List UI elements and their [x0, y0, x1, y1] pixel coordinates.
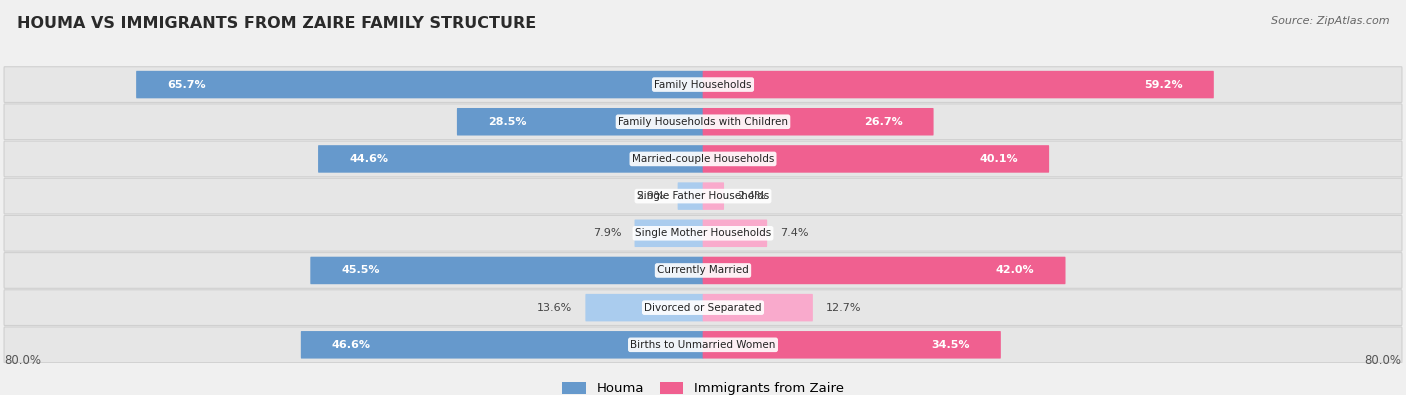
FancyBboxPatch shape: [4, 141, 1402, 177]
Text: 34.5%: 34.5%: [931, 340, 970, 350]
Text: 80.0%: 80.0%: [1365, 354, 1402, 367]
Text: 59.2%: 59.2%: [1144, 79, 1182, 90]
FancyBboxPatch shape: [457, 108, 703, 135]
FancyBboxPatch shape: [4, 67, 1402, 102]
Text: 28.5%: 28.5%: [488, 117, 526, 127]
FancyBboxPatch shape: [4, 178, 1402, 214]
FancyBboxPatch shape: [4, 290, 1402, 325]
FancyBboxPatch shape: [703, 108, 934, 135]
Text: Currently Married: Currently Married: [657, 265, 749, 275]
Text: 12.7%: 12.7%: [825, 303, 862, 312]
Text: Source: ZipAtlas.com: Source: ZipAtlas.com: [1271, 16, 1389, 26]
FancyBboxPatch shape: [311, 257, 703, 284]
Text: 13.6%: 13.6%: [537, 303, 572, 312]
Legend: Houma, Immigrants from Zaire: Houma, Immigrants from Zaire: [560, 379, 846, 395]
FancyBboxPatch shape: [703, 294, 813, 322]
FancyBboxPatch shape: [678, 182, 703, 210]
Text: Married-couple Households: Married-couple Households: [631, 154, 775, 164]
Text: HOUMA VS IMMIGRANTS FROM ZAIRE FAMILY STRUCTURE: HOUMA VS IMMIGRANTS FROM ZAIRE FAMILY ST…: [17, 16, 536, 31]
Text: 2.4%: 2.4%: [737, 191, 765, 201]
Text: Single Father Households: Single Father Households: [637, 191, 769, 201]
FancyBboxPatch shape: [136, 71, 703, 98]
FancyBboxPatch shape: [634, 220, 703, 247]
FancyBboxPatch shape: [703, 145, 1049, 173]
Text: 65.7%: 65.7%: [167, 79, 205, 90]
Text: 46.6%: 46.6%: [332, 340, 371, 350]
Text: 7.9%: 7.9%: [593, 228, 621, 238]
Text: 44.6%: 44.6%: [349, 154, 388, 164]
FancyBboxPatch shape: [703, 257, 1066, 284]
FancyBboxPatch shape: [4, 253, 1402, 288]
Text: Family Households: Family Households: [654, 79, 752, 90]
FancyBboxPatch shape: [301, 331, 703, 359]
Text: 26.7%: 26.7%: [863, 117, 903, 127]
Text: 45.5%: 45.5%: [342, 265, 380, 275]
Text: Births to Unmarried Women: Births to Unmarried Women: [630, 340, 776, 350]
FancyBboxPatch shape: [318, 145, 703, 173]
Text: 7.4%: 7.4%: [780, 228, 808, 238]
Text: Divorced or Separated: Divorced or Separated: [644, 303, 762, 312]
Text: Single Mother Households: Single Mother Households: [636, 228, 770, 238]
Text: 42.0%: 42.0%: [995, 265, 1035, 275]
FancyBboxPatch shape: [4, 104, 1402, 139]
FancyBboxPatch shape: [703, 182, 724, 210]
FancyBboxPatch shape: [4, 327, 1402, 363]
FancyBboxPatch shape: [703, 220, 768, 247]
FancyBboxPatch shape: [703, 71, 1213, 98]
FancyBboxPatch shape: [4, 215, 1402, 251]
Text: 2.9%: 2.9%: [637, 191, 665, 201]
FancyBboxPatch shape: [585, 294, 703, 322]
Text: 80.0%: 80.0%: [4, 354, 41, 367]
Text: Family Households with Children: Family Households with Children: [619, 117, 787, 127]
Text: 40.1%: 40.1%: [980, 154, 1018, 164]
FancyBboxPatch shape: [703, 331, 1001, 359]
